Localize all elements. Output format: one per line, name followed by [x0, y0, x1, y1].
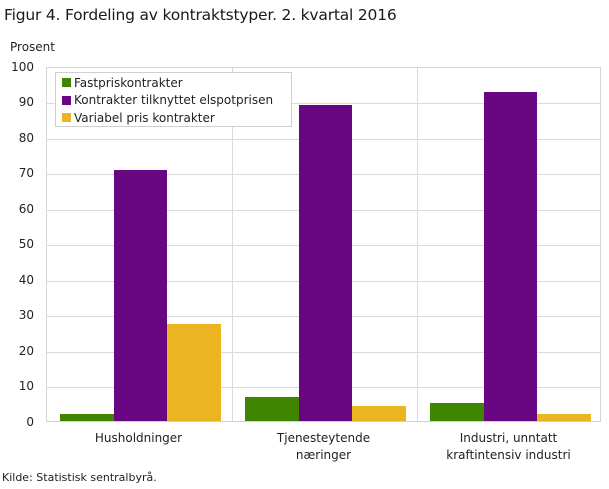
x-label-line: Tjenesteytende [276, 431, 371, 445]
bar[interactable] [245, 396, 299, 421]
legend-swatch-green [62, 78, 71, 88]
y-tick-label: 90 [18, 95, 34, 110]
bar[interactable] [167, 323, 221, 421]
legend-label: Variabel pris kontrakter [74, 110, 215, 125]
legend-swatch-purple [62, 95, 71, 105]
gridline [47, 103, 600, 105]
bar[interactable] [430, 402, 484, 421]
source-note: Kilde: Statistisk sentralbyrå. [2, 471, 157, 484]
legend: Fastpriskontrakter Kontrakter tilknyttet… [55, 72, 292, 127]
x-label-line: næringer [295, 448, 352, 462]
y-tick-label: 70 [18, 166, 34, 181]
bar[interactable] [60, 413, 114, 421]
bar[interactable] [483, 92, 537, 421]
bar[interactable] [298, 105, 352, 421]
y-tick-label: 50 [18, 237, 34, 252]
bar[interactable] [537, 414, 591, 421]
legend-label: Kontrakter tilknyttet elspotprisen [74, 93, 274, 108]
y-tick-label: 0 [26, 414, 34, 429]
legend-item-fastpris[interactable]: Fastpriskontrakter [62, 74, 291, 92]
y-tick-label: 60 [18, 201, 34, 216]
legend-label: Fastpriskontrakter [74, 75, 183, 90]
x-label-industri: Industri, unntatt kraftintensiv industri [416, 430, 601, 464]
y-tick-label: 40 [18, 272, 34, 287]
x-label-tjenesteytende: Tjenesteytende næringer [231, 430, 416, 464]
legend-item-elspot[interactable]: Kontrakter tilknyttet elspotprisen [62, 92, 291, 110]
legend-swatch-yellow [62, 113, 71, 123]
x-axis-line [46, 421, 601, 422]
legend-item-variabel[interactable]: Variabel pris kontrakter [62, 109, 291, 127]
y-tick-label: 20 [18, 343, 34, 358]
chart-title: Figur 4. Fordeling av kontraktstyper. 2.… [4, 6, 397, 24]
group-divider [417, 68, 418, 421]
y-tick-label: 80 [18, 130, 34, 145]
y-tick-label: 30 [18, 308, 34, 323]
y-tick-label: 10 [18, 379, 34, 394]
bar[interactable] [352, 406, 406, 421]
x-label-husholdninger: Husholdninger [46, 430, 231, 447]
y-tick-label: 100 [11, 60, 34, 74]
group-divider [232, 68, 233, 421]
plot-area [46, 67, 601, 421]
bar[interactable] [113, 170, 167, 421]
y-axis-label: Prosent [10, 40, 55, 54]
x-label-line: Industri, unntatt [459, 431, 558, 445]
x-label-line: Husholdninger [94, 431, 183, 445]
x-label-line: kraftintensiv industri [446, 448, 571, 462]
